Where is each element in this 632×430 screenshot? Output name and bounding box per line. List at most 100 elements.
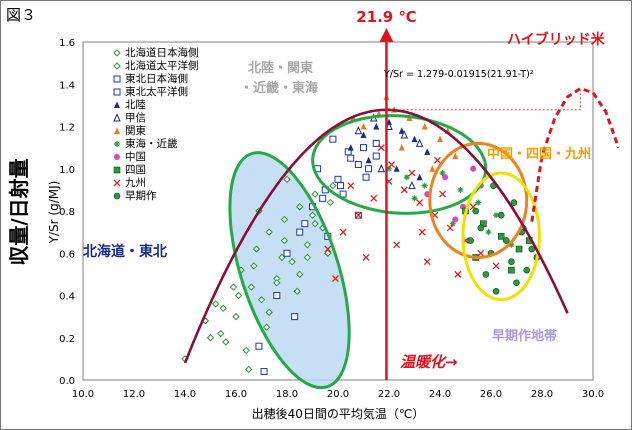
data-point [337,182,345,190]
data-point [360,131,367,138]
legend-label: 東海・近畿 [125,137,178,150]
data-point [472,207,480,215]
legend-label: 北海道太平洋側 [125,59,199,72]
curves [183,86,620,364]
region-label-hokuriku-line2: ・近畿・東海 [240,80,318,96]
data-point [433,156,441,164]
x-tick-label: 18.0 [276,389,298,400]
region-outline [428,141,529,259]
data-point [303,241,312,249]
data-point [283,175,291,184]
y-tick-label: 0.8 [59,207,75,218]
data-point [508,266,515,274]
equation-label: Y/Sr = 1.279-0.01915(21.91-T)² [383,69,534,80]
data-point [247,283,256,291]
data-point [303,253,312,262]
data-point [449,220,456,227]
data-point [339,228,347,236]
figure-label: 図３ [6,6,36,24]
data-point [515,245,523,253]
legend-label: 東北太平洋側 [125,85,188,98]
data-point [360,144,367,152]
data-point [416,173,423,181]
data-point [222,338,230,346]
data-point [288,257,296,266]
data-point [467,237,474,244]
data-point [411,135,418,143]
data-point [492,287,500,295]
data-point [439,190,447,198]
data-point [347,154,355,162]
data-point [408,169,416,177]
x-tick-label: 10.0 [72,389,94,400]
data-point [265,308,273,317]
data-point [475,199,482,206]
data-point [408,180,416,190]
data-point [245,365,253,374]
x-tick-label: 28.0 [531,389,553,400]
data-point [452,152,459,160]
legend-marker [113,75,121,83]
legend-label: 九州 [125,177,146,189]
data-point [370,194,378,202]
data-point [429,165,436,172]
x-tick-label: 24.0 [429,389,451,400]
data-point [331,275,339,283]
data-point [377,144,385,152]
data-point [347,144,354,151]
data-point [421,182,428,189]
legend-marker [113,49,121,57]
data-point [339,190,347,198]
data-point [457,186,464,193]
x-tick-label: 26.0 [480,389,502,400]
data-point [400,130,409,139]
y-axis-label-big: 収量/日射量 [7,158,31,265]
legend-marker [113,88,121,96]
data-point [262,323,271,331]
data-point [216,329,225,338]
data-point [508,241,515,248]
x-tick-label: 22.0 [378,389,400,400]
data-point [513,279,520,287]
x-tick-label: 14.0 [174,389,196,400]
data-point [398,127,405,134]
data-point [280,215,289,224]
x-tick-label: 16.0 [225,389,247,400]
y-tick-label: 1.6 [59,38,75,49]
x-tick-label: 12.0 [123,389,145,400]
data-point [329,135,337,143]
legend-marker [113,179,121,187]
optimum-temperature-label: 21.9 ℃ [356,8,416,26]
data-point [293,287,301,295]
data-point [508,258,515,266]
y-tick-label: 0.0 [59,376,75,387]
data-point [415,138,424,147]
hybrid-curve [530,86,620,222]
optimum-arrowhead [379,28,394,42]
data-point [219,304,227,312]
data-point [437,135,443,143]
region-label-hokkaido-tohoku: 北海道・東北 [83,243,167,260]
data-point [324,249,332,257]
data-point [319,194,327,202]
data-point [265,228,273,236]
region-outlines [228,114,541,390]
data-point [492,262,500,270]
data-point [386,165,392,172]
region-outline [461,171,541,302]
x-tick-label: 30.0 [582,389,604,400]
data-point [334,175,342,183]
data-point [206,334,215,342]
data-point [362,173,370,181]
data-point [257,296,266,304]
legend-marker [113,192,121,200]
data-point [354,161,362,169]
data-point [439,169,446,176]
data-point [416,199,424,207]
data-point [234,291,243,300]
data-point [273,292,281,299]
legend-marker [114,154,120,160]
y-tick-label: 1.0 [59,165,75,176]
data-point [301,220,309,228]
